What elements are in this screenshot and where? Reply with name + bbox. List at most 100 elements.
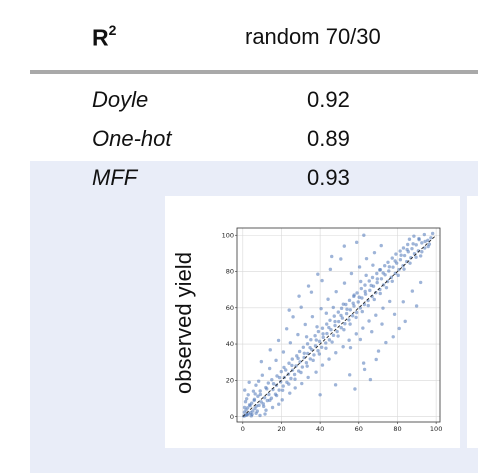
scatter-point <box>320 326 325 330</box>
table-header-row: R2 random 70/30 <box>0 0 478 70</box>
scatter-point <box>277 402 281 406</box>
scatter-point <box>364 273 368 278</box>
scatter-point <box>429 236 433 240</box>
scatter-point <box>297 349 302 354</box>
scatter-point <box>340 316 345 320</box>
scatter-point <box>329 328 333 332</box>
scatter-point <box>401 300 405 304</box>
scatter-point <box>268 398 272 402</box>
scatter-point <box>300 365 305 369</box>
scatter-point <box>347 338 351 342</box>
scatter-point <box>256 379 261 383</box>
scatter-point <box>412 234 416 238</box>
scatter-point <box>406 242 410 247</box>
scatter-point <box>254 411 258 415</box>
scatter-point <box>265 398 270 403</box>
scatter-point <box>325 322 329 326</box>
scatter-point <box>245 406 250 410</box>
scatter-point <box>287 308 291 312</box>
scatter-point <box>357 265 362 269</box>
scatter-point <box>362 367 367 372</box>
metric-column-header: R2 <box>92 22 116 52</box>
scatter-point <box>297 294 301 298</box>
scatter-point <box>330 254 334 259</box>
scatter-point <box>408 261 412 265</box>
scatter-point <box>375 271 379 276</box>
scatter-point <box>288 341 293 345</box>
scatter-point <box>261 402 265 406</box>
scatter-point <box>394 252 398 256</box>
scatter-point <box>312 353 316 357</box>
scatter-point <box>354 240 359 245</box>
scatter-point <box>418 254 423 258</box>
scatter-point <box>385 279 390 284</box>
scatter-point <box>384 340 388 345</box>
scatter-point <box>368 377 373 382</box>
scatter-point <box>316 272 320 276</box>
scatter-point <box>321 335 325 340</box>
scatter-point <box>354 315 358 320</box>
scatter-point <box>291 315 295 319</box>
scatter-point <box>294 364 298 368</box>
scatter-point <box>377 268 382 272</box>
scatter-point <box>334 289 338 294</box>
model-name: One-hot <box>92 126 172 151</box>
scatter-point <box>343 322 347 326</box>
scatter-point <box>387 269 391 273</box>
scatter-point <box>357 295 361 299</box>
scatter-point <box>334 351 338 355</box>
scatter-point <box>348 373 352 377</box>
scatter-point <box>352 304 356 308</box>
scatter-point <box>256 394 260 398</box>
scatter-point <box>258 413 262 418</box>
scatter-point <box>275 374 279 378</box>
scatter-point <box>311 358 315 363</box>
scatter-point <box>259 359 264 364</box>
scatter-point <box>407 237 412 241</box>
scatter-point <box>288 391 292 395</box>
scatter-point <box>281 384 285 388</box>
scatter-point <box>245 413 249 417</box>
scatter-point <box>284 368 288 372</box>
scatter-point <box>376 349 381 353</box>
scatter-point <box>374 313 378 317</box>
scatter-point <box>264 408 268 412</box>
scatter-point <box>306 284 311 288</box>
scatter-point <box>348 308 352 312</box>
header-divider <box>30 70 478 74</box>
scatter-point <box>381 271 385 275</box>
scatter-points <box>242 231 435 418</box>
scatter-point <box>332 314 336 318</box>
scatter-point <box>316 349 320 353</box>
scatter-point <box>430 231 435 236</box>
scatter-point <box>319 345 324 349</box>
scatter-point <box>290 363 294 368</box>
scatter-point <box>339 306 344 311</box>
scatter-point <box>292 372 297 377</box>
scatter-point <box>351 301 355 305</box>
scatter-point <box>396 273 400 278</box>
scatter-point <box>363 283 367 287</box>
scatter-point <box>363 292 368 296</box>
scatter-point <box>402 253 407 258</box>
scatter-plot-panel <box>165 196 460 448</box>
scatter-point <box>247 380 251 384</box>
table-row-highlighted: MFF 0.93 <box>0 161 478 193</box>
scatter-point <box>309 290 314 294</box>
scatter-point <box>422 232 427 237</box>
y-tick-label: 40 <box>226 340 234 348</box>
scatter-point <box>327 357 331 361</box>
scatter-point <box>363 289 367 294</box>
scatter-point <box>265 387 269 391</box>
scatter-point <box>368 288 372 293</box>
scatter-point <box>317 352 322 356</box>
scatter-point <box>359 286 364 291</box>
scatter-point <box>320 278 324 283</box>
scatter-point <box>339 326 343 330</box>
scatter-point <box>313 344 318 348</box>
scatter-point <box>393 259 397 263</box>
scatter-point <box>423 239 427 244</box>
scatter-point <box>367 279 371 283</box>
y-tick-label: 20 <box>226 376 234 384</box>
scatter-point <box>252 397 257 402</box>
